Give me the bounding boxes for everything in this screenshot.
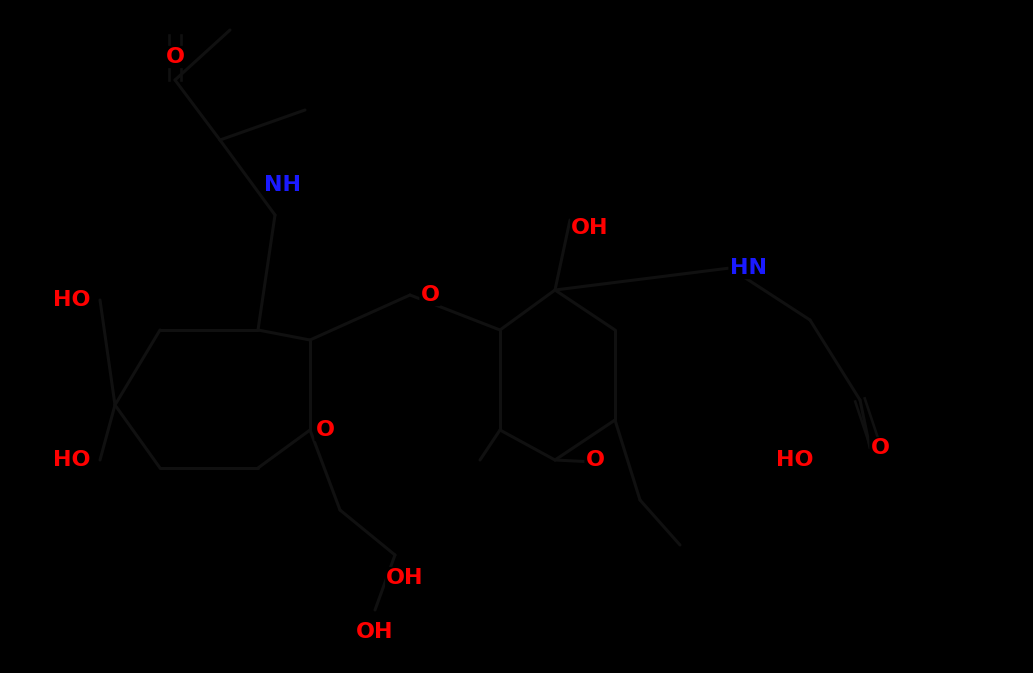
Text: NH: NH: [264, 175, 302, 195]
Text: OH: OH: [386, 568, 424, 588]
Text: OH: OH: [571, 218, 608, 238]
Text: HO: HO: [54, 290, 91, 310]
Text: HO: HO: [776, 450, 814, 470]
Text: O: O: [315, 420, 335, 440]
Text: HO: HO: [54, 450, 91, 470]
Text: O: O: [871, 438, 889, 458]
Text: OH: OH: [356, 622, 394, 642]
Text: HN: HN: [729, 258, 766, 278]
Text: O: O: [420, 285, 439, 305]
Text: O: O: [586, 450, 604, 470]
Text: O: O: [165, 47, 185, 67]
